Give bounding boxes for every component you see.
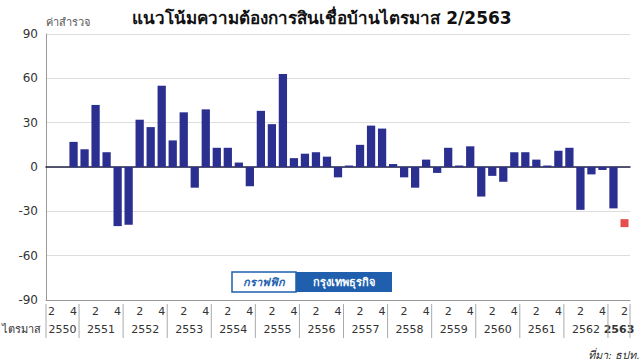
- svg-text:4: 4: [379, 305, 386, 318]
- svg-text:2559: 2559: [440, 323, 468, 336]
- svg-text:กรุงเทพธุรกิจ: กรุงเทพธุรกิจ: [313, 276, 375, 290]
- svg-text:2553: 2553: [175, 323, 203, 336]
- svg-text:ไตรมาส: ไตรมาส: [1, 323, 41, 336]
- svg-text:2560: 2560: [484, 323, 512, 336]
- svg-text:90: 90: [23, 27, 38, 41]
- svg-text:4: 4: [158, 305, 165, 318]
- svg-text:2: 2: [48, 305, 55, 318]
- svg-text:2558: 2558: [396, 323, 424, 336]
- svg-text:ที่มา: ธปท.: ที่มา: ธปท.: [588, 347, 640, 362]
- svg-text:2: 2: [180, 305, 187, 318]
- svg-text:แนวโน้มความต้องการสินเชื่อบ้าน: แนวโน้มความต้องการสินเชื่อบ้านไตรมาส 2/2…: [132, 6, 511, 28]
- svg-text:-60: -60: [18, 249, 38, 263]
- svg-text:กราฟฟิก: กราฟฟิก: [243, 276, 286, 289]
- svg-text:2: 2: [489, 305, 496, 318]
- svg-text:2: 2: [621, 305, 628, 318]
- svg-text:2550: 2550: [49, 323, 77, 336]
- svg-text:2: 2: [401, 305, 408, 318]
- svg-text:2561: 2561: [528, 323, 556, 336]
- svg-text:4: 4: [70, 305, 77, 318]
- svg-text:2: 2: [312, 305, 319, 318]
- svg-text:2556: 2556: [307, 323, 335, 336]
- svg-text:2: 2: [533, 305, 540, 318]
- svg-text:4: 4: [114, 305, 121, 318]
- svg-text:-90: -90: [18, 293, 38, 307]
- svg-text:4: 4: [511, 305, 518, 318]
- svg-text:2: 2: [268, 305, 275, 318]
- svg-text:4: 4: [467, 305, 474, 318]
- svg-text:2551: 2551: [87, 323, 115, 336]
- svg-text:2: 2: [445, 305, 452, 318]
- svg-text:-30: -30: [18, 204, 38, 218]
- svg-text:30: 30: [23, 116, 38, 130]
- svg-text:2552: 2552: [131, 323, 159, 336]
- svg-text:4: 4: [423, 305, 430, 318]
- svg-text:ค่าสำรวจ: ค่าสำรวจ: [46, 16, 90, 29]
- svg-text:2: 2: [92, 305, 99, 318]
- svg-text:60: 60: [23, 71, 38, 85]
- svg-text:2: 2: [577, 305, 584, 318]
- svg-text:4: 4: [202, 305, 209, 318]
- svg-text:4: 4: [290, 305, 297, 318]
- svg-text:2: 2: [224, 305, 231, 318]
- svg-text:2557: 2557: [352, 323, 380, 336]
- svg-text:4: 4: [335, 305, 342, 318]
- svg-text:4: 4: [246, 305, 253, 318]
- svg-text:2555: 2555: [263, 323, 291, 336]
- svg-text:2554: 2554: [219, 323, 247, 336]
- svg-text:2: 2: [357, 305, 364, 318]
- svg-text:0: 0: [30, 160, 38, 174]
- svg-text:4: 4: [599, 305, 606, 318]
- svg-text:2562: 2562: [572, 323, 600, 336]
- svg-text:4: 4: [555, 305, 562, 318]
- svg-text:2: 2: [136, 305, 143, 318]
